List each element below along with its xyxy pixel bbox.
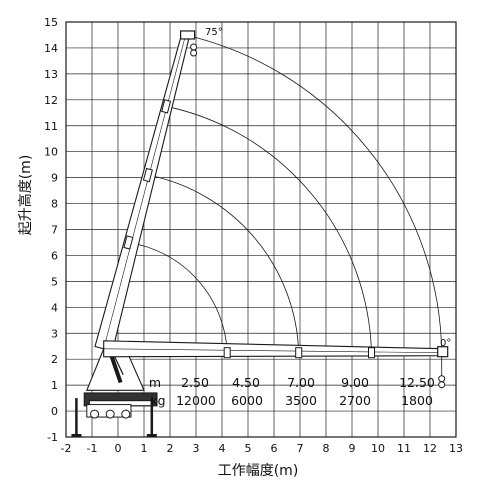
boom-raised [94, 33, 191, 352]
y-tick-label: 8 [51, 198, 58, 211]
table-m-label: m [149, 375, 161, 390]
x-tick-label: 2 [167, 442, 174, 455]
reach-arc [147, 174, 300, 353]
y-tick-label: 0 [51, 405, 58, 418]
base-wheel [90, 409, 100, 419]
reach-arc [166, 105, 372, 353]
tick-labels: -2 -1 0 1 2 3 4 5 6 7 8 9 10 11 12 13-10123456789101112… [44, 16, 463, 455]
x-tick-label: 0 [115, 442, 122, 455]
radius-value: 9.00 [341, 375, 369, 390]
x-tick-label: 8 [323, 442, 330, 455]
hook-block [438, 375, 446, 383]
y-tick-label: 14 [44, 42, 58, 55]
x-tick-label: 11 [397, 442, 411, 455]
load-value: 2700 [339, 393, 371, 408]
load-value: 1800 [401, 393, 433, 408]
x-tick-label: -2 [61, 442, 72, 455]
x-tick-label: 3 [193, 442, 200, 455]
y-tick-label: -1 [47, 431, 58, 444]
radius-value: 12.50 [399, 375, 435, 390]
y-tick-label: 15 [44, 16, 58, 29]
hook-block [190, 43, 198, 51]
boom-section-joint [142, 167, 153, 183]
x-tick-label: 10 [371, 442, 385, 455]
boom [94, 30, 449, 389]
load-value: 3500 [285, 393, 317, 408]
boom-section-joint [368, 347, 375, 359]
boom-raised-centerline [103, 34, 186, 349]
hook-block [190, 49, 198, 57]
x-tick-label: 13 [449, 442, 463, 455]
y-tick-label: 5 [51, 275, 58, 288]
radius-value: 4.50 [232, 375, 260, 390]
grid-border [65, 21, 457, 438]
x-tick-label: 5 [245, 442, 252, 455]
grid [65, 21, 457, 438]
x-tick-label: -1 [87, 442, 98, 455]
y-tick-label: 7 [51, 224, 58, 237]
boom-section-joint [223, 347, 231, 359]
base-wheel [121, 409, 131, 419]
y-tick-label: 2 [51, 353, 58, 366]
boom-section-joint [123, 235, 134, 250]
y-tick-label: 11 [44, 120, 58, 133]
y-tick-label: 13 [44, 68, 58, 81]
radius-value: 7.00 [287, 375, 315, 390]
table-kg-label: kg [150, 393, 165, 408]
angle-label-0: 0° [440, 338, 451, 349]
cylinder-rod [113, 354, 124, 376]
y-tick-label: 1 [51, 379, 58, 392]
boom-section-joint [295, 347, 303, 359]
boom-head [180, 30, 196, 40]
boom-tip [437, 346, 449, 358]
y-tick-label: 6 [51, 249, 58, 262]
y-tick-label: 4 [51, 301, 58, 314]
outrigger-pad [146, 434, 157, 437]
x-tick-label: 9 [349, 442, 356, 455]
y-tick-label: 3 [51, 327, 58, 340]
base-wheel [105, 409, 115, 419]
reach-arcs [128, 34, 443, 353]
y-tick-label: 12 [44, 94, 58, 107]
reach-arc [185, 34, 443, 353]
load-table: m kg 2.50 4.50 7.00 9.00 12.50 12000 600… [149, 375, 435, 408]
outrigger-pad [71, 434, 82, 437]
boom-section-joint [161, 99, 172, 114]
x-axis-title: 工作幅度(m) [218, 463, 299, 479]
x-tick-label: 6 [271, 442, 278, 455]
reach-arc [128, 242, 228, 353]
angle-label-75: 75° [205, 27, 223, 38]
y-tick-label: 10 [44, 146, 58, 159]
boom-horizontal [103, 340, 443, 358]
load-value: 6000 [231, 393, 263, 408]
x-tick-label: 4 [219, 442, 226, 455]
x-tick-label: 1 [141, 442, 148, 455]
y-axis-title: 起升高度(m) [17, 155, 34, 236]
y-tick-label: 9 [51, 172, 58, 185]
load-value: 12000 [176, 393, 216, 408]
x-tick-label: 7 [297, 442, 304, 455]
hook-block [438, 381, 446, 389]
radius-value: 2.50 [181, 375, 209, 390]
x-tick-label: 12 [423, 442, 437, 455]
boom-horizontal-centerline [103, 348, 442, 354]
